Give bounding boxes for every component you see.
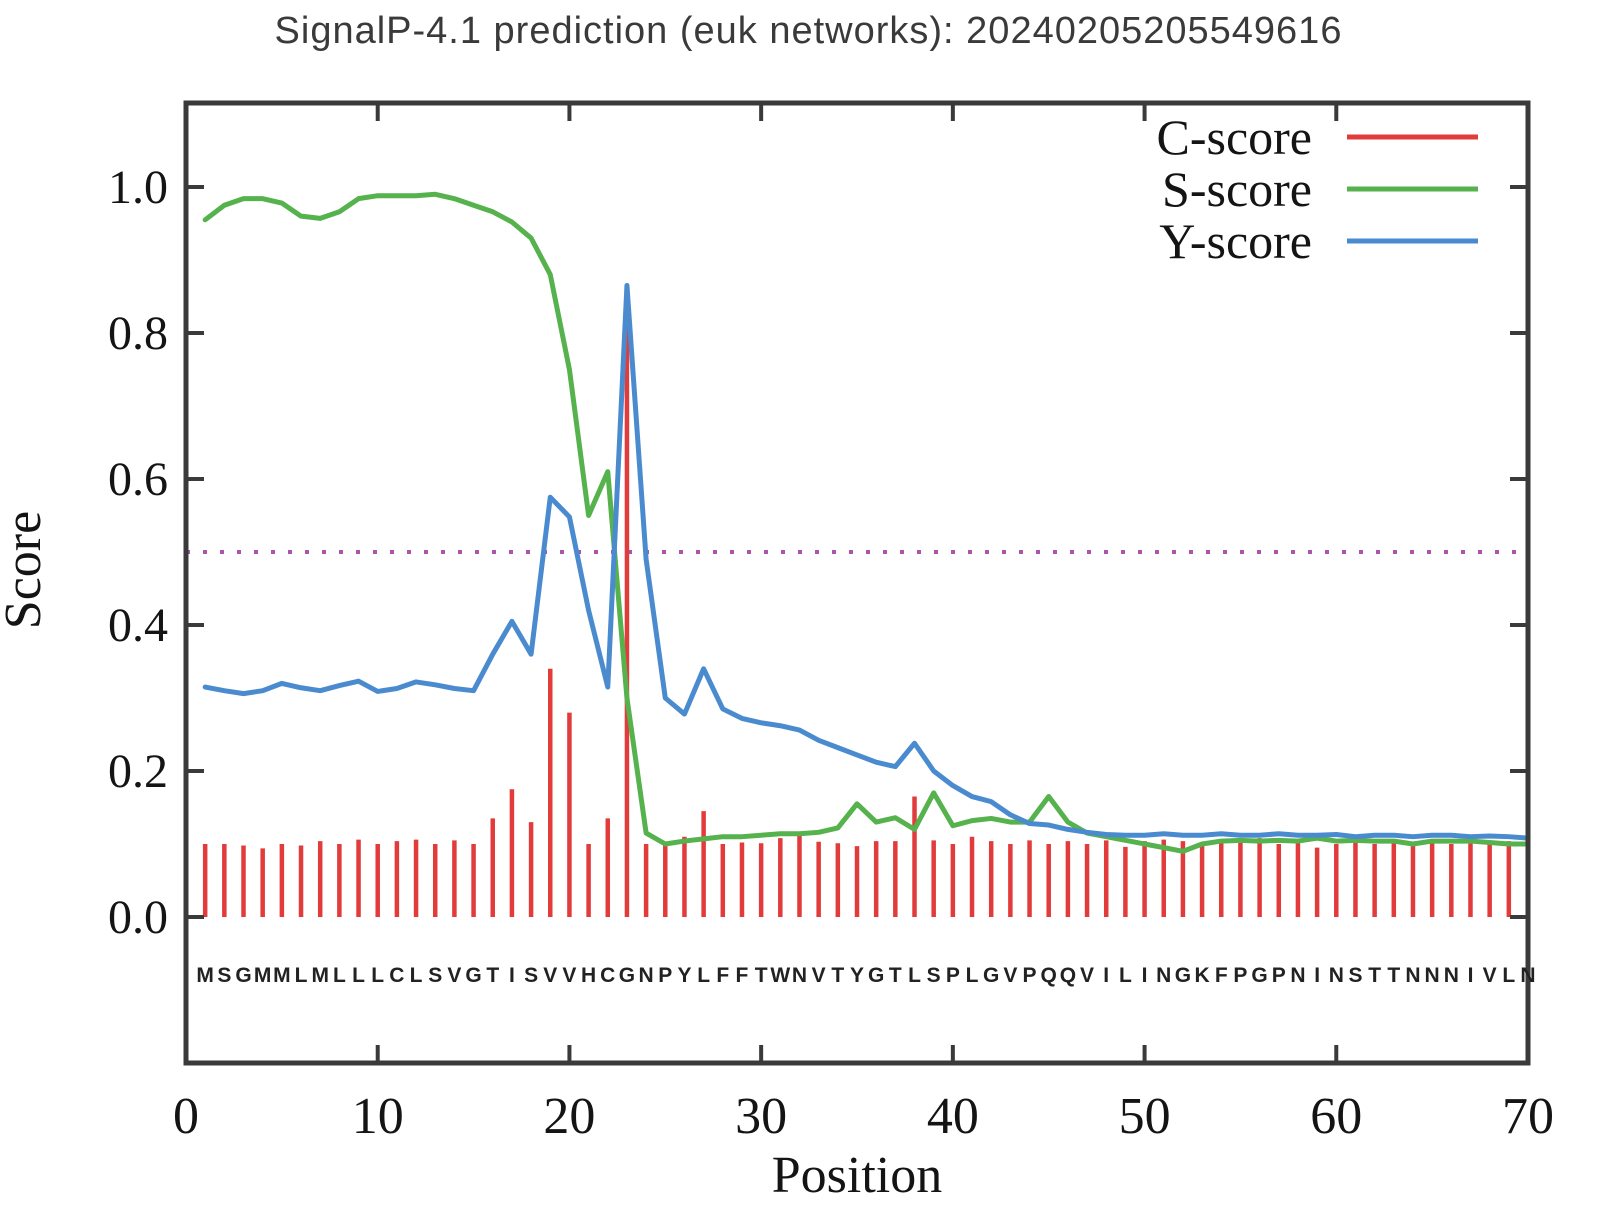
sequence-letter: V <box>1080 964 1094 987</box>
sequence-letter: T <box>1368 964 1381 987</box>
sequence-letter: F <box>1215 964 1228 987</box>
sequence-letter: V <box>1003 964 1017 987</box>
sequence-letter: V <box>447 964 461 987</box>
sequence-letter: Q <box>1060 964 1076 987</box>
y-tick-label: 0.8 <box>108 307 168 360</box>
sequence-letter: P <box>1023 964 1037 987</box>
x-tick-label: 10 <box>352 1088 404 1145</box>
sequence-letter: P <box>658 964 672 987</box>
sequence-letter: I <box>1314 964 1320 987</box>
sequence-letter: G <box>983 964 999 987</box>
sequence-letter: T <box>755 964 768 987</box>
sequence-letter: S <box>428 964 442 987</box>
sequence-letter: L <box>333 964 346 987</box>
sequence-letter: Y <box>677 964 691 987</box>
sequence-letter: Y <box>850 964 864 987</box>
sequence-letter: S <box>217 964 231 987</box>
x-tick-label: 20 <box>543 1088 595 1145</box>
sequence-letter: T <box>889 964 902 987</box>
sequence-letter: G <box>868 964 884 987</box>
sequence-letter: S <box>524 964 538 987</box>
x-tick-label: 30 <box>735 1088 787 1145</box>
sequence-letter: L <box>697 964 710 987</box>
chart-title: SignalP-4.1 prediction (euk networks): 2… <box>274 10 1343 52</box>
sequence-letter: F <box>736 964 749 987</box>
sequence-letter: P <box>1272 964 1286 987</box>
x-tick-label: 40 <box>927 1088 979 1145</box>
sequence-letter: I <box>509 964 515 987</box>
sequence-letter: V <box>543 964 557 987</box>
sequence-letter: N <box>1329 964 1344 987</box>
sequence-letter: G <box>1251 964 1267 987</box>
y-tick-label: 0.2 <box>108 745 168 798</box>
sequence-letter: L <box>1502 964 1515 987</box>
sequence-letter: I <box>1468 964 1474 987</box>
x-tick-label: 70 <box>1502 1088 1554 1145</box>
series-c-score <box>202 314 1531 917</box>
sequence-letter: V <box>562 964 576 987</box>
sequence-letter: F <box>716 964 729 987</box>
sequence-letter: L <box>966 964 979 987</box>
x-tick-label: 0 <box>173 1088 199 1145</box>
sequence-letter: N <box>1290 964 1305 987</box>
sequence-letter: C <box>389 964 404 987</box>
sequence-letter: M <box>273 964 291 987</box>
sequence-letter: S <box>927 964 941 987</box>
sequence-letter: K <box>1194 964 1209 987</box>
sequence-letter: N <box>1425 964 1440 987</box>
sequence-letter: N <box>1156 964 1171 987</box>
legend-label-s-score: S-score <box>1162 161 1312 217</box>
sequence-letter: L <box>908 964 921 987</box>
sequence-letter: V <box>1483 964 1497 987</box>
sequence-letter: M <box>254 964 272 987</box>
sequence-letter: N <box>792 964 807 987</box>
sequence-letter: L <box>371 964 384 987</box>
legend-label-y-score: Y-score <box>1159 213 1312 269</box>
sequence-letter: C <box>600 964 615 987</box>
sequence-letter: L <box>295 964 308 987</box>
sequence-letter: I <box>1103 964 1109 987</box>
sequence-letter: L <box>352 964 365 987</box>
y-tick-label: 1.0 <box>108 161 168 214</box>
sequence-letter: M <box>311 964 329 987</box>
series-s-score <box>202 191 1531 854</box>
sequence-letter: H <box>581 964 596 987</box>
sequence-letter: G <box>1175 964 1191 987</box>
sequence-letter: N <box>1520 964 1535 987</box>
sequence-letter: V <box>812 964 826 987</box>
sequence-letter: N <box>639 964 654 987</box>
sequence-letter: L <box>410 964 423 987</box>
sequence-letter: T <box>1387 964 1400 987</box>
y-tick-label: 0.4 <box>108 599 168 652</box>
sequence-letter: L <box>1119 964 1132 987</box>
sequence-letter: G <box>465 964 481 987</box>
legend-label-c-score: C-score <box>1157 109 1313 165</box>
y-tick-label: 0.6 <box>108 453 168 506</box>
sequence-letter: I <box>1142 964 1148 987</box>
sequence-letter: S <box>1348 964 1362 987</box>
sequence-letter: N <box>1405 964 1420 987</box>
series-y-score <box>202 283 1531 841</box>
sequence-letter: W <box>770 964 790 987</box>
x-tick-label: 50 <box>1119 1088 1171 1145</box>
sequence-letter: P <box>1233 964 1247 987</box>
x-axis-label: Position <box>772 1147 943 1204</box>
sequence-letter: T <box>486 964 499 987</box>
x-tick-label: 60 <box>1310 1088 1362 1145</box>
sequence-letter: M <box>196 964 214 987</box>
sequence-letter: P <box>946 964 960 987</box>
sequence-letter: T <box>831 964 844 987</box>
y-axis-label: Score <box>0 511 52 629</box>
plot-border <box>183 100 1531 1066</box>
y-tick-label: 0.0 <box>108 891 168 944</box>
sequence-letter: G <box>235 964 251 987</box>
sequence-letter: G <box>619 964 635 987</box>
sequence-letter: N <box>1444 964 1459 987</box>
sequence-letter: Q <box>1041 964 1057 987</box>
